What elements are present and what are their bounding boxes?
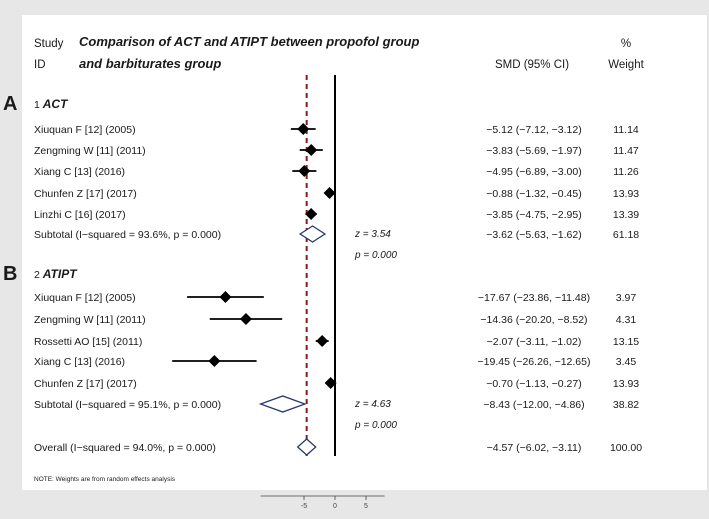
x-tick-label-2: 5 [364,503,368,510]
group-2-subtotal-weight: 38.82 [613,399,639,411]
percent-header: % [621,38,631,50]
group-1-study-5-weight: 13.39 [613,209,639,221]
group-1-study-5-label: Linzhi C [16] (2017) [34,209,126,221]
group-2-study-1-point [219,291,232,303]
group-2-study-1-weight: 3.97 [616,292,637,304]
overall-label: Overall (I−squared = 94.0%, p = 0.000) [34,442,216,454]
group-1-study-4-label: Chunfen Z [17] (2017) [34,188,137,200]
group-1-study-2-smd-ci: −3.83 (−5.69, −1.97) [486,145,581,157]
group-2-study-1-smd-ci: −17.67 (−23.86, −11.48) [478,292,590,304]
group-1-subtotal-p-value: p = 0.000 [354,250,397,261]
group-2-subtotal-label: Subtotal (I−squared = 95.1%, p = 0.000) [34,399,221,411]
group-2-study-2-label: Zengming W [11] (2011) [34,314,146,326]
group-1-study-4-point [323,187,336,199]
plot-title-line2: and barbiturates group [79,56,221,71]
group-1-number: 1 [34,99,43,111]
smd-header: SMD (95% CI) [495,59,569,71]
group-2-study-1-label: Xiuquan F [12] (2005) [34,292,136,304]
group-2-study-3-point [316,335,329,347]
forest-plot-panel: Study ID Comparison of ACT and ATIPT bet… [22,15,707,490]
group-1-study-1-label: Xiuquan F [12] (2005) [34,124,136,136]
random-effects-note: NOTE: Weights are from random effects an… [34,476,176,483]
group-1-name: ACT [42,97,69,111]
panel-label-a: A [3,93,18,115]
overall-smd-ci: −4.57 (−6.02, −3.11) [487,442,582,454]
group-1-study-2-label: Zengming W [11] (2011) [34,145,146,157]
panel-label-b: B [3,263,18,285]
group-2-heading: 2 ATIPT [34,267,78,281]
group-1-subtotal-weight: 61.18 [613,229,639,241]
group-1-study-1-smd-ci: −5.12 (−7.12, −3.12) [486,124,581,136]
group-2-study-5-label: Chunfen Z [17] (2017) [34,378,137,390]
overall-diamond [296,438,317,456]
group-1-study-2-weight: 11.47 [613,145,639,157]
group-1-study-3-point [298,165,311,177]
weight-header: Weight [608,59,644,71]
group-1-study-2-point [305,144,318,156]
group-1-study-4-weight: 13.93 [613,188,639,200]
group-2-subtotal-smd-ci: −8.43 (−12.00, −4.86) [483,399,584,411]
group-2-study-4-point [208,355,221,367]
x-tick-label-0: -5 [301,503,307,510]
group-1-subtotal-diamond [298,225,327,243]
group-2-number: 2 [34,269,43,281]
overall-weight: 100.00 [610,442,642,454]
group-2-study-4-weight: 3.45 [616,356,637,368]
group-1-study-3-weight: 11.26 [613,166,639,178]
group-2-subtotal-z-stat: z = 4.63 [354,399,391,410]
group-2-subtotal-diamond [258,395,307,413]
group-1-study-3-label: Xiang C [13] (2016) [34,166,125,178]
group-2-study-5-point [324,377,337,389]
group-2-study-3-smd-ci: −2.07 (−3.11, −1.02) [487,336,582,348]
group-1-subtotal-z-stat: z = 3.54 [354,229,391,240]
group-1-subtotal-label: Subtotal (I−squared = 93.6%, p = 0.000) [34,229,221,241]
group-1-heading: 1 ACT [34,97,69,111]
group-1-subtotal-smd-ci: −3.62 (−5.63, −1.62) [486,229,581,241]
group-2-study-4-label: Xiang C [13] (2016) [34,356,125,368]
group-2-study-4-smd-ci: −19.45 (−26.26, −12.65) [478,356,591,368]
study-header: Study [34,38,64,50]
forest-plot: Study ID Comparison of ACT and ATIPT bet… [34,34,645,483]
group-2-study-2-smd-ci: −14.36 (−20.20, −8.52) [480,314,587,326]
group-1-study-5-point [305,208,318,220]
group-2-study-3-weight: 13.15 [613,336,639,348]
group-2-study-5-smd-ci: −0.70 (−1.13, −0.27) [486,378,581,390]
plot-title-line1: Comparison of ACT and ATIPT between prop… [79,34,419,49]
group-1-study-5-smd-ci: −3.85 (−4.75, −2.95) [486,209,581,221]
group-1-study-1-point [297,123,310,135]
x-tick-label-1: 0 [333,503,337,510]
group-2-study-3-label: Rossetti AO [15] (2011) [34,336,142,348]
group-2-study-2-weight: 4.31 [616,314,637,326]
group-1-study-4-smd-ci: −0.88 (−1.32, −0.45) [486,188,581,200]
group-2-study-5-weight: 13.93 [613,378,639,390]
group-1-study-1-weight: 11.14 [613,124,639,136]
group-2-name: ATIPT [42,267,78,281]
group-2-subtotal-p-value: p = 0.000 [354,420,397,431]
id-header: ID [34,59,46,71]
group-1-study-3-smd-ci: −4.95 (−6.89, −3.00) [486,166,581,178]
group-2-study-2-point [239,313,252,325]
